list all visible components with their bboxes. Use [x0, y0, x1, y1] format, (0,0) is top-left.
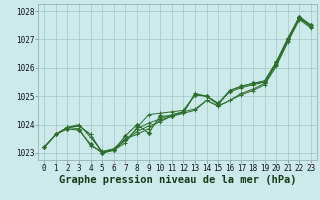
X-axis label: Graphe pression niveau de la mer (hPa): Graphe pression niveau de la mer (hPa) — [59, 175, 296, 185]
